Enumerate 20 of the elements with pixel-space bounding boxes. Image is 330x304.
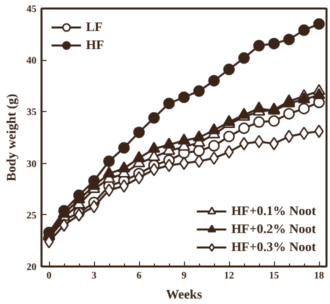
x-tick-label: 3 [92, 270, 96, 282]
x-tick-label: 12 [224, 270, 234, 282]
legend-label: HF+0.1% Noot [231, 202, 316, 220]
y-axis-title: Body weight (g) [4, 94, 18, 182]
x-tick-label: 15 [269, 270, 279, 282]
legend-label: HF+0.2% Noot [231, 220, 316, 238]
y-tick-label: 25 [26, 210, 36, 222]
x-tick-label: 6 [136, 270, 142, 282]
y-tick-label: 20 [26, 262, 36, 273]
legend-label: HF+0.3% Noot [231, 238, 316, 256]
x-tick-label: 9 [182, 270, 186, 282]
x-tick-label: 18 [314, 270, 324, 282]
y-tick-label: 35 [26, 107, 36, 118]
x-axis-title: Weeks [166, 286, 202, 302]
legend-label: LF [86, 18, 104, 36]
x-tick-label: 0 [46, 270, 52, 282]
y-tick-label: 45 [26, 4, 36, 15]
y-tick-label: 40 [26, 56, 36, 67]
y-tick-label: 30 [26, 158, 36, 170]
legend-label: HF [86, 36, 106, 54]
